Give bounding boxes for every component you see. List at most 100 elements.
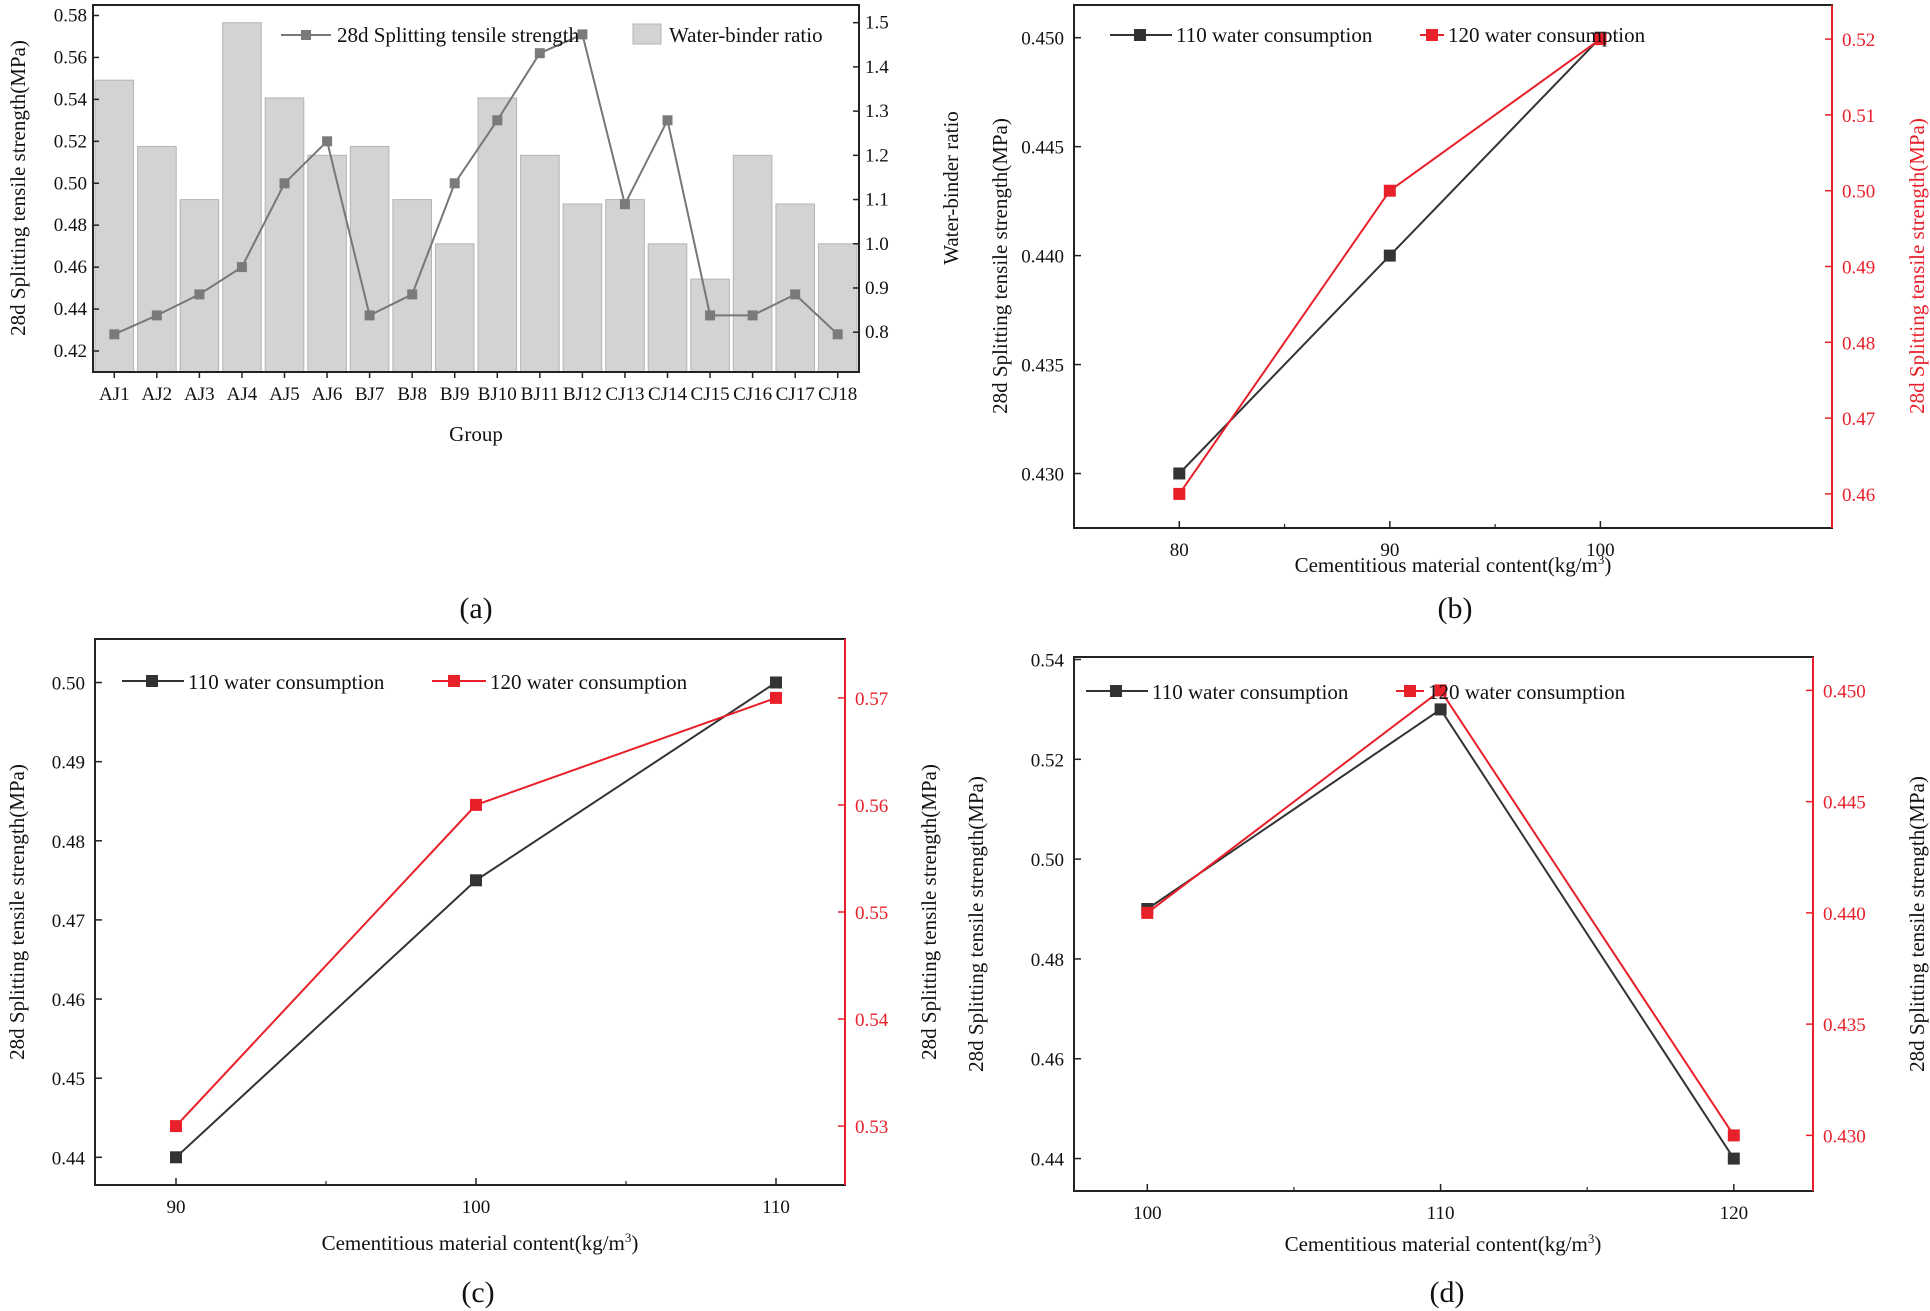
b-ylabel-right: 28d Splitting tensile strength(MPa) — [1905, 118, 1929, 414]
c-legend-black-label: 110 water consumption — [188, 670, 385, 694]
a-ytick-label: 0.52 — [54, 131, 87, 152]
c-xtick-label: 100 — [462, 1197, 491, 1218]
d-ytick-right-label: 0.450 — [1823, 681, 1866, 702]
a-legend-line-marker — [301, 30, 311, 40]
a-ytick-label: 0.46 — [54, 257, 87, 278]
c-ytick-label: 0.45 — [52, 1069, 85, 1090]
a-ticks-layer: 0.42 0.44 0.46 0.48 0.50 0.52 0.54 0.56 0.58 0.8 0… — [54, 5, 890, 405]
d-ytick-label: 0.54 — [1031, 650, 1065, 671]
a-strength-point-cj18 — [832, 329, 843, 340]
a-bar-bj9 — [434, 243, 475, 373]
d-legend-black-marker — [1110, 685, 1122, 697]
d-legend-red-label: 120 water consumption — [1428, 680, 1626, 704]
a-xtick-label: CJ15 — [691, 384, 730, 405]
d-ytick-right-label: 0.430 — [1823, 1126, 1866, 1147]
a-xtick-label: AJ4 — [227, 384, 258, 405]
b-ytick-right-label: 0.52 — [1842, 30, 1875, 51]
b-series-layer — [1173, 31, 1607, 500]
a-panel-label: (a) — [459, 592, 492, 625]
b-legend-black-marker — [1134, 29, 1146, 41]
d-xlabel-sup: 3 — [1588, 1231, 1595, 1246]
panel-c-chart: 0.44 0.45 0.46 0.47 0.48 0.49 0.50 0.53 0.54 0.55… — [5, 638, 941, 1309]
a-strength-point-cj16 — [747, 310, 758, 321]
b-legend: 110 water consumption 120 water consumpt… — [1110, 23, 1646, 47]
d-xlabel-main: Cementitious material content(kg/m — [1285, 1232, 1588, 1256]
d-red-point-100 — [1141, 906, 1154, 919]
a-strength-point-cj14 — [662, 115, 673, 126]
a-plot-frame — [92, 4, 860, 373]
a-strength-point-aj3 — [194, 289, 205, 300]
a-bar-cj16 — [732, 154, 773, 373]
a-line-layer — [109, 29, 843, 340]
a-xtick-label: AJ2 — [142, 384, 173, 405]
a-xtick-label: BJ10 — [478, 384, 517, 405]
c-series-layer — [170, 676, 782, 1164]
d-xlabel: Cementitious material content(kg/m3) — [1285, 1231, 1602, 1256]
c-ytick-right-label: 0.55 — [855, 903, 888, 924]
b-ytick-label: 0.450 — [1021, 29, 1064, 50]
a-xlabel: Group — [449, 422, 503, 446]
a-bar-bj8 — [392, 199, 432, 373]
d-series-layer — [1141, 684, 1740, 1165]
a-strength-point-bj12 — [577, 29, 588, 40]
c-legend-red-label: 120 water consumption — [490, 670, 688, 694]
d-ylabel: 28d Splitting tensile strength(MPa) — [964, 776, 988, 1072]
c-ytick-label: 0.50 — [52, 674, 85, 695]
a-strength-point-bj10 — [492, 115, 503, 126]
b-xlabel-sup: 3 — [1598, 552, 1605, 567]
a-ytick-label: 0.58 — [54, 5, 87, 26]
a-ytick-label: 0.48 — [54, 215, 87, 236]
a-ytick-label: 0.44 — [54, 299, 88, 320]
b-black-point-80 — [1173, 467, 1186, 480]
a-legend-bar-label: Water-binder ratio — [669, 23, 823, 47]
c-legend-black-marker — [146, 675, 158, 687]
a-strength-point-bj7 — [364, 310, 375, 321]
a-ytick-right-label: 0.9 — [865, 278, 889, 299]
d-black-point-110 — [1434, 703, 1447, 716]
panel-b-chart: 0.430 0.435 0.440 0.445 0.450 0.46 0.47 0.48 0.4… — [988, 4, 1929, 625]
c-legend: 110 water consumption 120 water consumpt… — [122, 670, 688, 694]
d-ytick-label: 0.48 — [1031, 950, 1064, 971]
c-xlabel: Cementitious material content(kg/m3) — [322, 1230, 639, 1255]
d-red-point-120 — [1727, 1129, 1740, 1142]
b-xtick-label: 90 — [1380, 540, 1399, 561]
a-bar-aj2 — [137, 146, 177, 373]
d-ytick-label: 0.46 — [1031, 1050, 1064, 1071]
c-black-point-110 — [770, 676, 782, 689]
b-ytick-right-label: 0.48 — [1842, 333, 1875, 354]
c-red-point-100 — [470, 798, 482, 811]
a-xtick-label: CJ18 — [818, 384, 857, 405]
d-red-point-110 — [1434, 684, 1447, 697]
panel-d-chart: 0.44 0.46 0.48 0.50 0.52 0.54 0.430 0.435 0.440 0… — [964, 650, 1929, 1309]
d-xtick-label: 100 — [1133, 1203, 1162, 1224]
panel-a-chart: 0.42 0.44 0.46 0.48 0.50 0.52 0.54 0.56 0.58 0.8 0… — [6, 4, 963, 625]
b-black-point-90 — [1383, 249, 1396, 262]
a-strength-point-cj13 — [619, 199, 630, 210]
a-xtick-label: BJ11 — [521, 384, 559, 405]
a-bar-bj11 — [520, 154, 560, 373]
a-strength-line — [113, 33, 839, 336]
a-strength-point-bj9 — [449, 178, 460, 189]
d-xtick-label: 120 — [1720, 1203, 1749, 1224]
a-ytick-right-label: 0.8 — [865, 322, 889, 343]
a-ytick-right-label: 1.1 — [865, 190, 889, 211]
a-xtick-label: AJ5 — [269, 384, 300, 405]
b-xtick-label: 80 — [1170, 540, 1189, 561]
a-ytick-right-label: 1.3 — [865, 101, 889, 122]
b-xtick-label: 100 — [1586, 540, 1615, 561]
a-xtick-label: CJ17 — [776, 384, 815, 405]
b-ytick-right-label: 0.50 — [1842, 182, 1875, 203]
b-red-point-100 — [1594, 33, 1607, 46]
a-bar-aj6 — [307, 154, 347, 373]
a-ytick-right-label: 1.2 — [865, 145, 889, 166]
b-red-point-80 — [1173, 487, 1186, 500]
a-xtick-label: BJ7 — [355, 384, 385, 405]
a-strength-point-bj8 — [407, 289, 418, 300]
b-xlabel-tail: ) — [1604, 553, 1611, 577]
d-ylabel-right: 28d Splitting tensile strength(MPa) — [1905, 776, 1929, 1072]
a-xtick-label: AJ3 — [184, 384, 215, 405]
a-ytick-label: 0.50 — [54, 173, 87, 194]
c-xtick-label: 110 — [762, 1197, 790, 1218]
a-bar-cj15 — [690, 278, 730, 373]
